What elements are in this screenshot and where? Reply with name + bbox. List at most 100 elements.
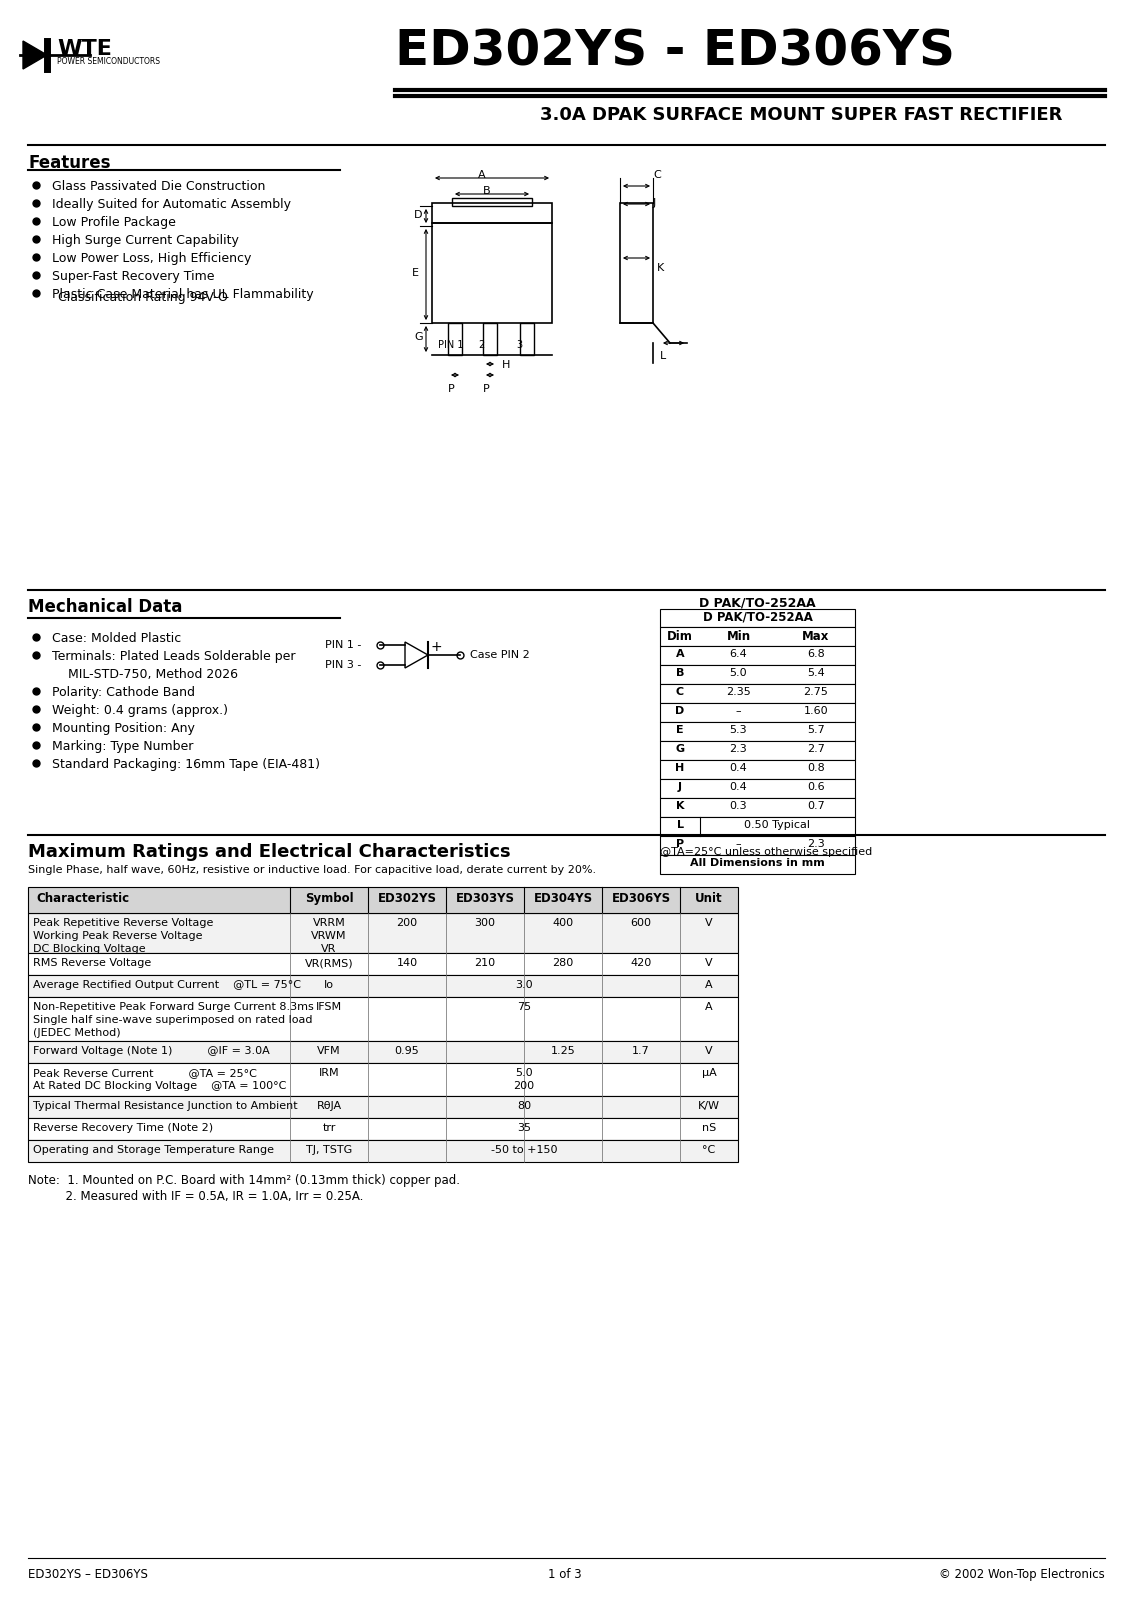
Text: D PAK/TO-252AA: D PAK/TO-252AA [702,611,812,624]
Text: 600: 600 [630,918,651,928]
Text: 280: 280 [552,958,573,968]
Text: Peak Repetitive Reverse Voltage: Peak Repetitive Reverse Voltage [33,918,214,928]
Text: Non-Repetitive Peak Forward Surge Current 8.3ms: Non-Repetitive Peak Forward Surge Curren… [33,1002,313,1013]
Bar [661,779,855,798]
Text: 5.3: 5.3 [729,725,748,734]
Text: 0.4: 0.4 [729,782,748,792]
Bar [661,646,855,666]
Text: 1.7: 1.7 [632,1046,650,1056]
Text: P: P [483,384,490,394]
Text: J: J [653,198,656,208]
Text: ED304YS: ED304YS [534,893,593,906]
Text: ED303YS: ED303YS [456,893,515,906]
Bar [661,685,855,702]
Text: C: C [676,686,684,698]
Text: V: V [706,1046,713,1056]
Text: 80: 80 [517,1101,532,1110]
Text: –: – [735,838,741,850]
Text: L: L [676,819,683,830]
Text: All Dimensions in mm: All Dimensions in mm [690,858,824,867]
Text: E: E [412,267,418,278]
Text: Mechanical Data: Mechanical Data [28,598,182,616]
Bar [661,722,855,741]
Bar [28,914,739,954]
Text: K: K [657,262,664,274]
Text: MIL-STD-750, Method 2026: MIL-STD-750, Method 2026 [68,669,238,682]
Text: Unit: Unit [696,893,723,906]
Text: 2: 2 [478,341,484,350]
Bar [432,222,552,323]
Text: RMS Reverse Voltage: RMS Reverse Voltage [33,958,152,968]
Text: Operating and Storage Temperature Range: Operating and Storage Temperature Range [33,1146,274,1155]
Text: Case PIN 2: Case PIN 2 [470,650,529,659]
Text: D: D [414,210,423,219]
Bar [28,1118,739,1139]
Text: 35: 35 [517,1123,530,1133]
Text: 2.35: 2.35 [726,686,751,698]
Text: L: L [661,350,666,362]
Text: ED302YS – ED306YS: ED302YS – ED306YS [28,1568,148,1581]
Text: -50 to +150: -50 to +150 [491,1146,558,1155]
Text: K: K [675,802,684,811]
Text: Io: Io [323,979,334,990]
Text: Characteristic: Characteristic [36,893,129,906]
Bar [661,741,855,760]
Text: V: V [706,958,713,968]
Bar [661,835,855,854]
Text: At Rated DC Blocking Voltage    @TA = 100°C: At Rated DC Blocking Voltage @TA = 100°C [33,1082,286,1091]
Text: Maximum Ratings and Electrical Characteristics: Maximum Ratings and Electrical Character… [28,843,510,861]
Text: B: B [676,669,684,678]
Text: Polarity: Cathode Band: Polarity: Cathode Band [52,686,195,699]
Bar [661,818,855,835]
Text: Reverse Recovery Time (Note 2): Reverse Recovery Time (Note 2) [33,1123,213,1133]
Text: PIN 1: PIN 1 [438,341,464,350]
Bar [661,610,855,627]
Text: Symbol: Symbol [304,893,353,906]
Bar [661,798,855,818]
Text: –: – [735,706,741,717]
Text: 2.3: 2.3 [729,744,748,754]
Text: Note:  1. Mounted on P.C. Board with 14mm² (0.13mm thick) copper pad.: Note: 1. Mounted on P.C. Board with 14mm… [28,1174,460,1187]
Text: Classification Rating 94V-O: Classification Rating 94V-O [58,291,227,304]
Bar [520,323,534,355]
Text: DC Blocking Voltage: DC Blocking Voltage [33,944,146,954]
Text: Typical Thermal Resistance Junction to Ambient: Typical Thermal Resistance Junction to A… [33,1101,297,1110]
Text: 3.0A DPAK SURFACE MOUNT SUPER FAST RECTIFIER: 3.0A DPAK SURFACE MOUNT SUPER FAST RECTI… [539,106,1062,125]
Text: H: H [675,763,684,773]
Text: 5.4: 5.4 [808,669,824,678]
Text: 1.60: 1.60 [804,706,828,717]
Text: P: P [448,384,455,394]
Text: 2.3: 2.3 [808,838,824,850]
Text: RθJA: RθJA [317,1101,342,1110]
Text: 0.8: 0.8 [808,763,824,773]
Bar [28,1062,739,1096]
Text: 0.6: 0.6 [808,782,824,792]
Text: Mounting Position: Any: Mounting Position: Any [52,722,195,734]
Text: VRWM: VRWM [311,931,347,941]
Text: VR(RMS): VR(RMS) [304,958,353,968]
Bar [661,627,855,646]
Text: Min: Min [726,630,751,643]
Text: PIN 1 -: PIN 1 - [325,640,362,650]
Bar [28,954,739,974]
Text: IRM: IRM [319,1069,339,1078]
Text: C: C [653,170,661,179]
Bar [483,323,497,355]
Text: A: A [706,1002,713,1013]
Text: 0.4: 0.4 [729,763,748,773]
Text: A: A [706,979,713,990]
Text: 1 of 3: 1 of 3 [549,1568,581,1581]
Text: Terminals: Plated Leads Solderable per: Terminals: Plated Leads Solderable per [52,650,295,662]
Bar [28,974,739,997]
Text: 0.95: 0.95 [395,1046,420,1056]
Text: Ideally Suited for Automatic Assembly: Ideally Suited for Automatic Assembly [52,198,291,211]
Text: 300: 300 [475,918,495,928]
Text: +: + [430,640,441,654]
Text: V: V [706,918,713,928]
Text: Average Rectified Output Current    @TL = 75°C: Average Rectified Output Current @TL = 7… [33,979,301,990]
Text: (JEDEC Method): (JEDEC Method) [33,1029,121,1038]
Text: 5.0: 5.0 [516,1069,533,1078]
Text: H: H [502,360,510,370]
Bar [448,323,461,355]
Text: J: J [677,782,682,792]
